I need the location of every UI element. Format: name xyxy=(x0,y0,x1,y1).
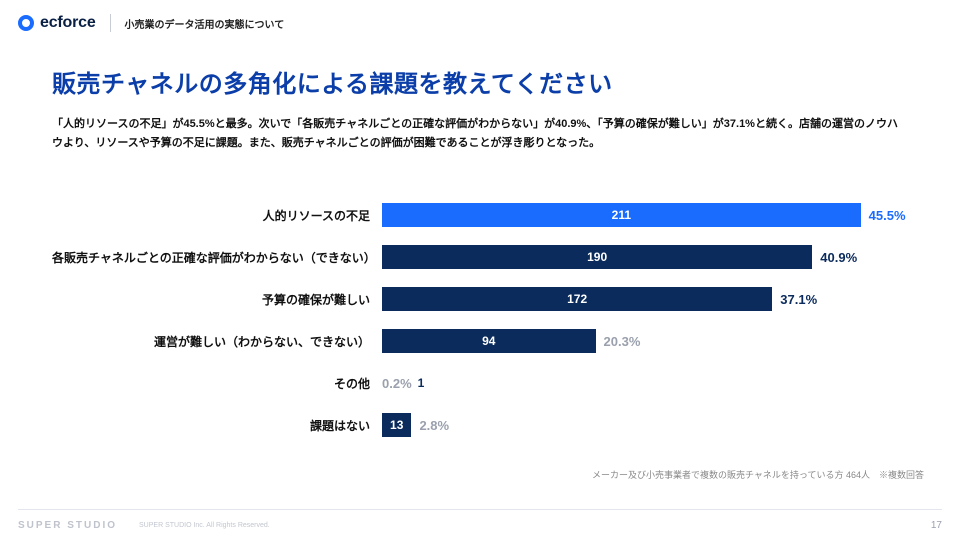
chart-bar: 94 xyxy=(382,329,596,353)
chart-bar-pct: 37.1% xyxy=(780,292,817,307)
chart-bar: 211 xyxy=(382,203,861,227)
chart-row: 人的リソースの不足 211 45.5% xyxy=(52,195,908,235)
chart-bar: 13 xyxy=(382,413,411,437)
chart-row: 各販売チャネルごとの正確な評価がわからない（できない） 190 40.9% xyxy=(52,237,908,277)
footer-rights: SUPER STUDIO Inc. All Rights Reserved. xyxy=(139,522,270,529)
bar-chart: 人的リソースの不足 211 45.5% 各販売チャネルごとの正確な評価がわからない（で… xyxy=(52,195,908,445)
chart-bar-area: 94 20.3% xyxy=(382,329,908,353)
page-number: 17 xyxy=(931,520,942,531)
chart-bar-pct: 2.8% xyxy=(419,418,449,433)
chart-bar-value: 13 xyxy=(390,418,403,432)
chart-bar-value: 94 xyxy=(482,334,495,348)
logo: ecforce xyxy=(18,14,96,32)
chart-bar-pct: 0.2% xyxy=(382,376,412,391)
chart-row-label: その他 xyxy=(52,375,382,392)
footer: SUPER STUDIO SUPER STUDIO Inc. All Right… xyxy=(0,510,960,540)
footer-studio: SUPER STUDIO xyxy=(18,520,117,531)
breadcrumb: 小売業のデータ活用の実態について xyxy=(125,16,285,31)
chart-row-label: 各販売チャネルごとの正確な評価がわからない（できない） xyxy=(52,249,382,266)
chart-bar-pct: 45.5% xyxy=(869,208,906,223)
logo-text: ecforce xyxy=(40,14,96,32)
chart-bar-value: 190 xyxy=(587,250,607,264)
chart-bar-area: 211 45.5% xyxy=(382,203,908,227)
chart-bar: 190 xyxy=(382,245,812,269)
chart-bar-area: 0.2% 1 xyxy=(382,371,908,395)
chart-bar-pct: 20.3% xyxy=(604,334,641,349)
chart-bar-value: 172 xyxy=(567,292,587,306)
logo-mark-icon xyxy=(18,15,34,31)
chart-row-label: 課題はない xyxy=(52,417,382,434)
chart-row: 運営が難しい（わからない、できない） 94 20.3% xyxy=(52,321,908,361)
chart-row-label: 予算の確保が難しい xyxy=(52,291,382,308)
chart-row-label: 運営が難しい（わからない、できない） xyxy=(52,333,382,350)
chart-bar-area: 172 37.1% xyxy=(382,287,908,311)
chart-footnote: メーカー及び小売事業者で複数の販売チャネルを持っている方 464人 ※複数回答 xyxy=(592,468,924,481)
chart-bar-area: 190 40.9% xyxy=(382,245,908,269)
chart-bar: 172 xyxy=(382,287,772,311)
slide: ecforce 小売業のデータ活用の実態について 販売チャネルの多角化による課題… xyxy=(0,0,960,540)
chart-bar-value: 211 xyxy=(612,208,631,222)
chart-row: 予算の確保が難しい 172 37.1% xyxy=(52,279,908,319)
chart-bar-pct: 40.9% xyxy=(820,250,857,265)
chart-row-label: 人的リソースの不足 xyxy=(52,207,382,224)
divider xyxy=(110,14,111,32)
chart-bar-value: 1 xyxy=(418,376,425,390)
chart-row: 課題はない 13 2.8% xyxy=(52,405,908,445)
chart-row: その他0.2% 1 xyxy=(52,363,908,403)
chart-bar-area: 13 2.8% xyxy=(382,413,908,437)
page-subtitle: 「人的リソースの不足」が45.5%と最多。次いで「各販売チャネルごとの正確な評価… xyxy=(0,99,960,152)
header: ecforce 小売業のデータ活用の実態について xyxy=(0,0,960,34)
page-title: 販売チャネルの多角化による課題を教えてください xyxy=(0,34,960,99)
